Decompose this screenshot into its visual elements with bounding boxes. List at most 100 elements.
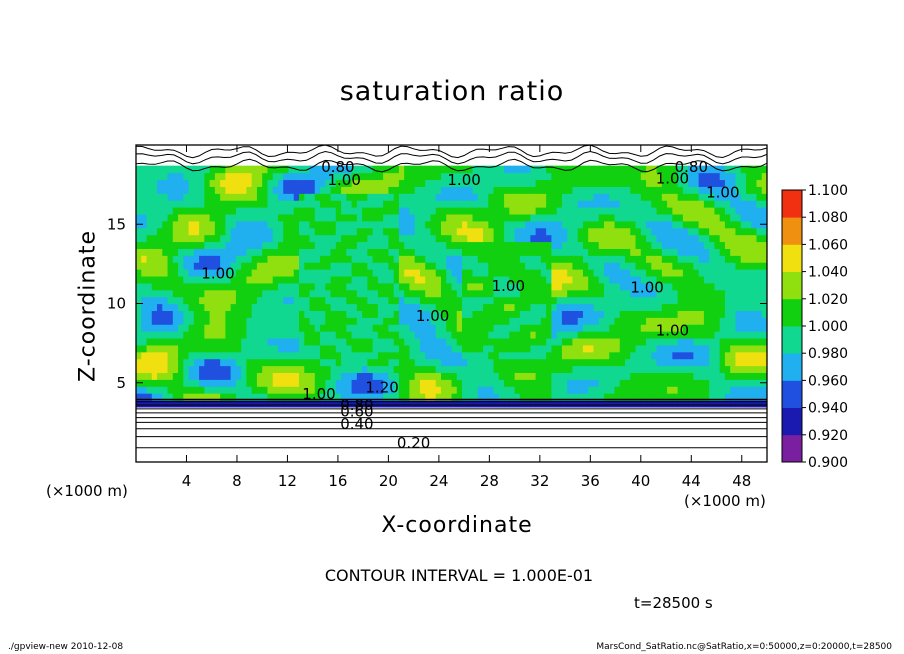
- field-cell: [561, 351, 568, 360]
- field-cell: [698, 365, 705, 374]
- field-cell: [151, 227, 158, 236]
- field-cell: [646, 255, 652, 263]
- field-cell: [672, 179, 679, 187]
- field-cell: [335, 358, 342, 367]
- field-cell: [414, 372, 421, 380]
- field-cell: [682, 186, 689, 194]
- field-cell: [404, 282, 411, 291]
- field-cell: [220, 227, 226, 236]
- field-cell: [609, 324, 616, 332]
- field-cell: [572, 220, 579, 229]
- field-cell: [283, 351, 290, 360]
- field-cell: [146, 179, 153, 187]
- field-cell: [241, 193, 248, 201]
- field-cell: [320, 310, 326, 318]
- field-cell: [341, 179, 347, 187]
- field-cell: [388, 234, 395, 243]
- field-cell: [751, 234, 758, 243]
- field-cell: [719, 379, 726, 387]
- field-cell: [246, 365, 253, 374]
- field-cell: [162, 255, 169, 263]
- field-cell: [714, 227, 721, 236]
- field-cell: [178, 262, 184, 270]
- field-cell: [351, 358, 358, 367]
- field-cell: [719, 317, 726, 325]
- field-cell: [199, 379, 205, 387]
- field-cell: [440, 317, 447, 325]
- field-cell: [614, 207, 621, 215]
- field-cell: [504, 262, 510, 270]
- field-cell: [714, 337, 721, 346]
- field-cell: [572, 317, 579, 325]
- field-cell: [530, 289, 537, 298]
- field-cell: [740, 386, 747, 394]
- field-cell: [393, 399, 400, 408]
- field-cell: [593, 296, 600, 305]
- field-cell: [661, 234, 668, 243]
- field-cell: [640, 358, 647, 367]
- field-cell: [740, 269, 747, 277]
- field-cell: [446, 193, 453, 201]
- field-cell: [425, 296, 432, 305]
- field-cell: [740, 351, 747, 360]
- field-cell: [409, 248, 416, 256]
- field-cell: [588, 372, 595, 380]
- field-cell: [735, 193, 742, 201]
- field-cell: [467, 207, 474, 215]
- field-cell: [451, 262, 458, 270]
- field-cell: [267, 193, 274, 201]
- field-cell: [635, 344, 642, 353]
- field-cell: [651, 310, 658, 318]
- field-cell: [435, 324, 442, 332]
- field-cell: [609, 351, 616, 360]
- field-cell: [341, 275, 347, 284]
- field-cell: [540, 179, 547, 187]
- field-cell: [761, 255, 767, 263]
- field-cell: [556, 172, 563, 181]
- field-cell: [614, 379, 621, 387]
- field-cell: [688, 207, 694, 215]
- field-cell: [703, 310, 710, 318]
- field-cell: [335, 241, 342, 249]
- field-cell: [546, 248, 553, 256]
- field-cell: [157, 220, 163, 229]
- field-cell: [730, 248, 737, 256]
- field-cell: [283, 262, 290, 270]
- field-cell: [719, 255, 726, 263]
- field-cell: [188, 186, 195, 194]
- field-cell: [709, 379, 716, 387]
- field-cell: [551, 241, 558, 249]
- field-cell: [572, 172, 579, 181]
- field-cell: [188, 289, 195, 298]
- field-cell: [551, 207, 558, 215]
- field-cell: [598, 386, 605, 394]
- field-cell: [724, 337, 731, 346]
- field-cell: [646, 234, 652, 243]
- field-cell: [414, 234, 421, 243]
- field-cell: [388, 165, 395, 174]
- field-cell: [619, 165, 626, 174]
- field-cell: [714, 317, 721, 325]
- field-cell: [320, 282, 326, 291]
- field-cell: [204, 310, 211, 318]
- field-cell: [504, 337, 510, 346]
- field-cell: [667, 351, 673, 360]
- field-cell: [609, 303, 616, 311]
- field-cell: [388, 213, 395, 222]
- field-cell: [440, 165, 447, 174]
- field-cell: [435, 241, 442, 249]
- field-cell: [251, 282, 258, 291]
- field-cell: [293, 358, 300, 367]
- field-cell: [372, 337, 379, 346]
- field-cell: [283, 372, 290, 380]
- field-cell: [630, 269, 637, 277]
- field-cell: [199, 269, 205, 277]
- field-cell: [598, 234, 605, 243]
- field-cell: [477, 213, 484, 222]
- field-cell: [519, 317, 526, 325]
- field-cell: [656, 186, 663, 194]
- field-cell: [761, 372, 767, 380]
- field-cell: [724, 241, 731, 249]
- field-cell: [246, 282, 253, 291]
- field-cell: [404, 344, 411, 353]
